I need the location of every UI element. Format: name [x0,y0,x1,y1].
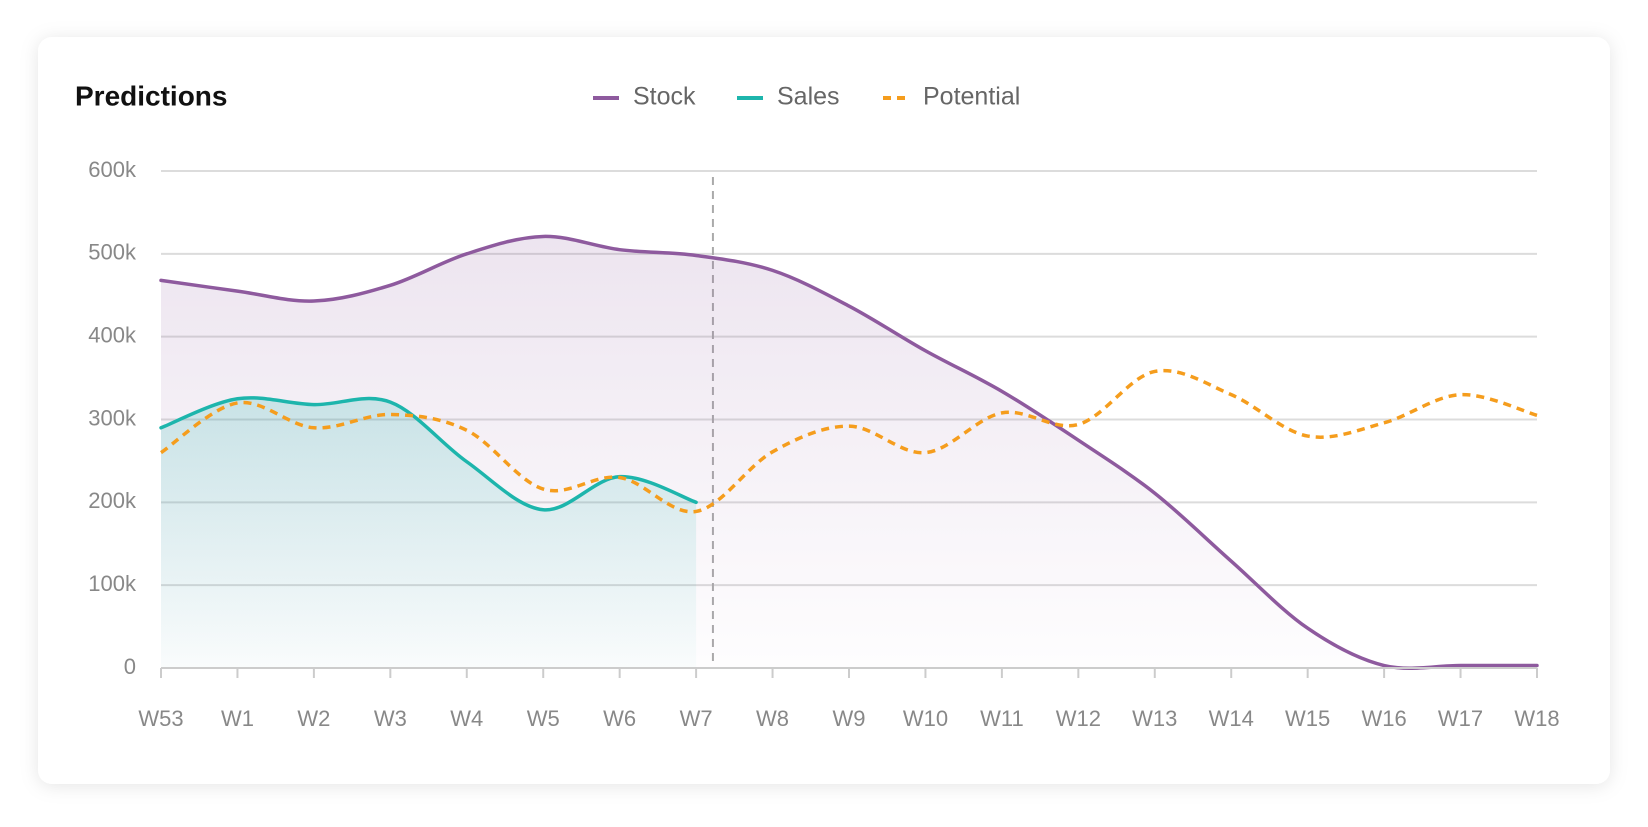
x-tick-label: W18 [1514,706,1559,731]
x-tick-label: W10 [903,706,948,731]
chart-title: Predictions [75,80,227,111]
x-tick-label: W14 [1209,706,1254,731]
x-tick-label: W53 [138,706,183,731]
x-tick-label: W9 [833,706,866,731]
line [160,368,1538,514]
y-tick-label: 400k [88,322,137,347]
x-tick-label: W1 [221,706,254,731]
y-tick-label: 0 [124,654,136,679]
x-tick-label: W8 [756,706,789,731]
line [159,234,1539,671]
legend-label: Sales [777,83,840,111]
x-tick-label: W4 [450,706,483,731]
legend-label: Potential [923,83,1020,111]
x-tick-label: W7 [680,706,713,731]
y-tick-label: 200k [88,488,137,513]
x-tick-label: W6 [603,706,636,731]
x-tick-label: W11 [980,706,1024,731]
x-tick-label: W2 [297,706,330,731]
y-tick-label: 600k [88,157,137,182]
x-tick-label: W13 [1132,706,1177,731]
legend: Stock Sales Potential [593,83,1020,111]
x-tick-label: W17 [1438,706,1483,731]
legend-label: Stock [633,83,696,111]
y-tick-label: 300k [88,405,137,430]
x-tick-label: W16 [1361,706,1406,731]
x-tick-label: W15 [1285,706,1330,731]
x-tick-label: W3 [374,706,407,731]
y-tick-label: 100k [88,571,137,596]
line [159,396,698,512]
y-tick-label: 500k [88,240,137,265]
area [161,397,697,668]
x-tick-label: W5 [527,706,560,731]
x-tick-label: W12 [1056,706,1101,731]
